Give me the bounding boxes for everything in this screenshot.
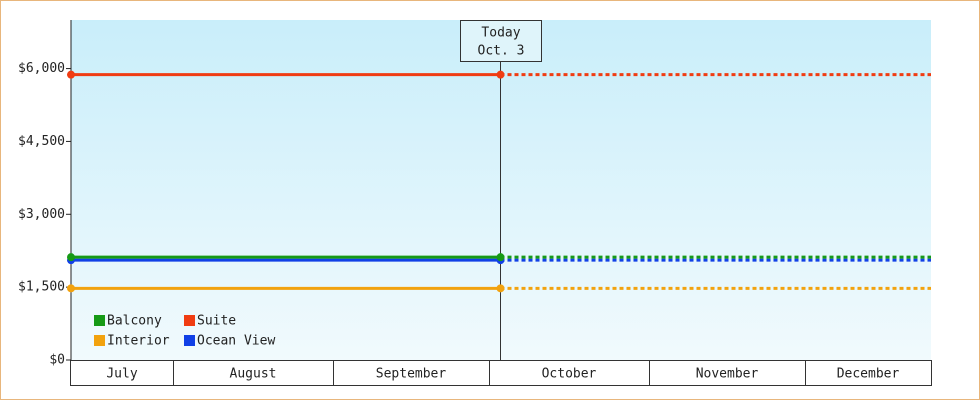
point [67, 284, 75, 293]
y-tick-label: $1,500 [18, 280, 65, 295]
point [67, 70, 75, 79]
x-tick-label: August [230, 367, 277, 382]
x-tick-label: November [696, 367, 759, 382]
y-tick-label: $3,000 [18, 207, 65, 222]
legend-swatch [94, 335, 105, 346]
legend-label: Ocean View [197, 334, 275, 349]
y-tick-label: $6,000 [18, 61, 65, 76]
x-tick-label: July [106, 367, 137, 382]
legend-label: Interior [107, 334, 170, 349]
today-date: Oct. 3 [478, 44, 525, 59]
point [496, 284, 505, 293]
x-tick-label: October [542, 367, 597, 382]
y-tick-label: $0 [49, 353, 65, 368]
legend-label: Balcony [107, 314, 162, 329]
x-tick-label: December [837, 367, 900, 382]
point [67, 253, 75, 262]
legend-label: Suite [197, 314, 236, 329]
y-tick-label: $4,500 [18, 134, 65, 149]
legend-swatch [184, 315, 195, 326]
legend-swatch [94, 315, 105, 326]
point [496, 70, 505, 79]
today-box [460, 20, 542, 62]
legend-swatch [184, 335, 195, 346]
x-tick-label: September [376, 367, 447, 382]
point [496, 253, 505, 262]
x-axis-band [70, 360, 932, 386]
today-label: Today [481, 26, 520, 41]
